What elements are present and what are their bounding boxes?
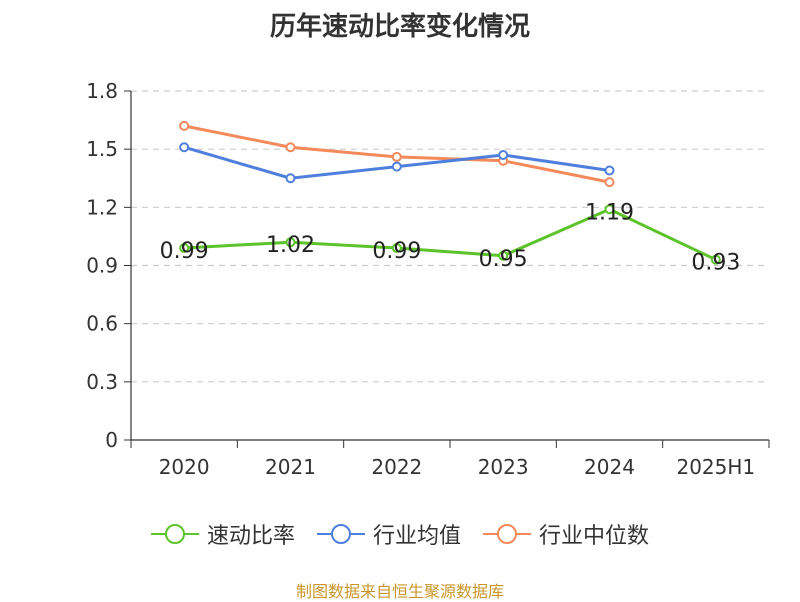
legend-swatch-icon	[316, 524, 365, 544]
data-point	[391, 243, 402, 254]
data-point	[391, 161, 402, 172]
data-point	[179, 120, 190, 131]
y-tick-label: 0.9	[86, 254, 118, 278]
legend-item-quick-ratio[interactable]: 速动比率	[150, 518, 295, 550]
data-point	[604, 177, 615, 188]
data-point	[604, 165, 615, 176]
data-point	[710, 254, 721, 265]
legend: 速动比率 行业均值 行业中位数	[0, 518, 800, 550]
legend-label: 行业均值	[372, 524, 461, 549]
legend-item-industry-mean[interactable]: 行业均值	[316, 518, 461, 550]
data-point	[604, 204, 615, 215]
legend-label: 速动比率	[206, 524, 295, 549]
data-point	[285, 237, 296, 248]
data-point	[285, 142, 296, 153]
chart-title: 历年速动比率变化情况	[269, 12, 530, 42]
data-source-note: 制图数据来自恒生聚源数据库	[295, 582, 504, 601]
x-tick-label: 2020	[159, 455, 210, 479]
data-label: 1.02	[266, 233, 315, 258]
legend-swatch-icon	[150, 524, 199, 544]
data-label: 0.99	[372, 239, 421, 264]
y-tick-label: 1.8	[86, 79, 118, 103]
data-point	[179, 243, 190, 254]
y-tick-label: 1.5	[86, 137, 118, 161]
legend-swatch-icon	[483, 524, 531, 544]
data-label: 0.95	[479, 247, 528, 272]
y-tick-label: 1.2	[86, 195, 118, 219]
data-point	[179, 142, 190, 153]
data-label: 1.19	[585, 200, 634, 225]
legend-label: 行业中位数	[539, 524, 650, 549]
x-tick-label: 2022	[371, 455, 422, 479]
x-tick-label: 2025H1	[676, 455, 755, 479]
data-point	[285, 173, 296, 184]
data-point	[498, 250, 509, 261]
data-label: 0.99	[160, 239, 209, 264]
x-tick-label: 2023	[478, 455, 529, 479]
data-point	[498, 149, 509, 160]
y-tick-label: 0	[105, 428, 118, 452]
series-line	[184, 207, 717, 262]
y-tick-label: 0.3	[86, 370, 118, 394]
legend-item-industry-median[interactable]: 行业中位数	[483, 518, 649, 550]
x-tick-label: 2024	[584, 455, 635, 479]
data-label: 0.93	[691, 251, 740, 276]
y-tick-label: 0.6	[86, 312, 118, 336]
data-point	[391, 151, 402, 162]
x-tick-label: 2021	[265, 455, 316, 479]
